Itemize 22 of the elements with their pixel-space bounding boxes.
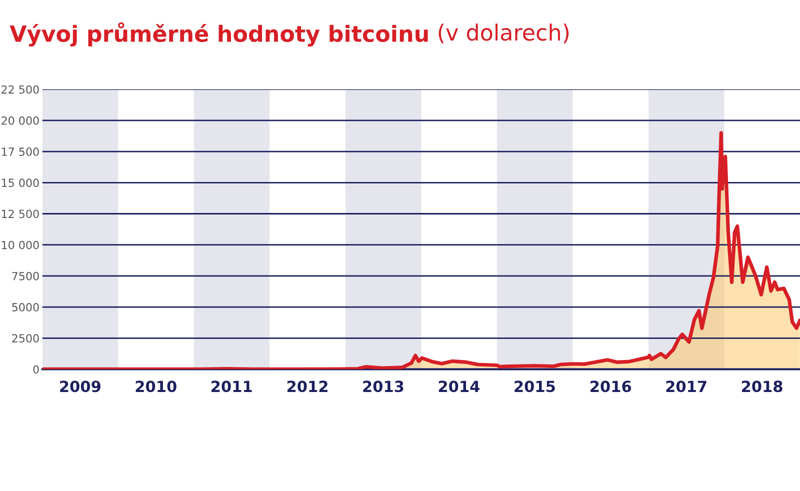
- y-tick-label: 0: [33, 365, 39, 374]
- x-tick-label: 2010: [136, 380, 176, 392]
- y-tick-label: 22 500: [2, 85, 39, 94]
- chart-subtitle: (v dolarech): [438, 24, 569, 44]
- x-tick-label: 2018: [742, 380, 782, 392]
- x-tick-label: 2012: [287, 380, 328, 392]
- y-tick-label: 10 000: [2, 240, 39, 250]
- x-tick-label: 2015: [514, 380, 555, 392]
- x-tick-label: 2011: [212, 380, 252, 392]
- x-tick-label: 2016: [590, 380, 632, 392]
- x-tick-label: 2014: [438, 380, 480, 392]
- x-tick-label: 2017: [666, 380, 706, 392]
- x-tick-label: 2009: [60, 380, 100, 392]
- y-tick-label: 15 000: [2, 178, 39, 188]
- y-tick-label: 5000: [12, 303, 39, 312]
- y-tick-label: 20 000: [2, 116, 39, 125]
- y-tick-label: 2500: [12, 334, 39, 343]
- y-tick-label: 7500: [12, 272, 39, 280]
- x-tick-label: 2013: [363, 380, 404, 392]
- y-tick-label: 17 500: [2, 148, 39, 156]
- chart-title: Vývoj průměrné hodnoty bitcoinu: [10, 22, 428, 47]
- y-tick-label: 12 500: [2, 210, 39, 218]
